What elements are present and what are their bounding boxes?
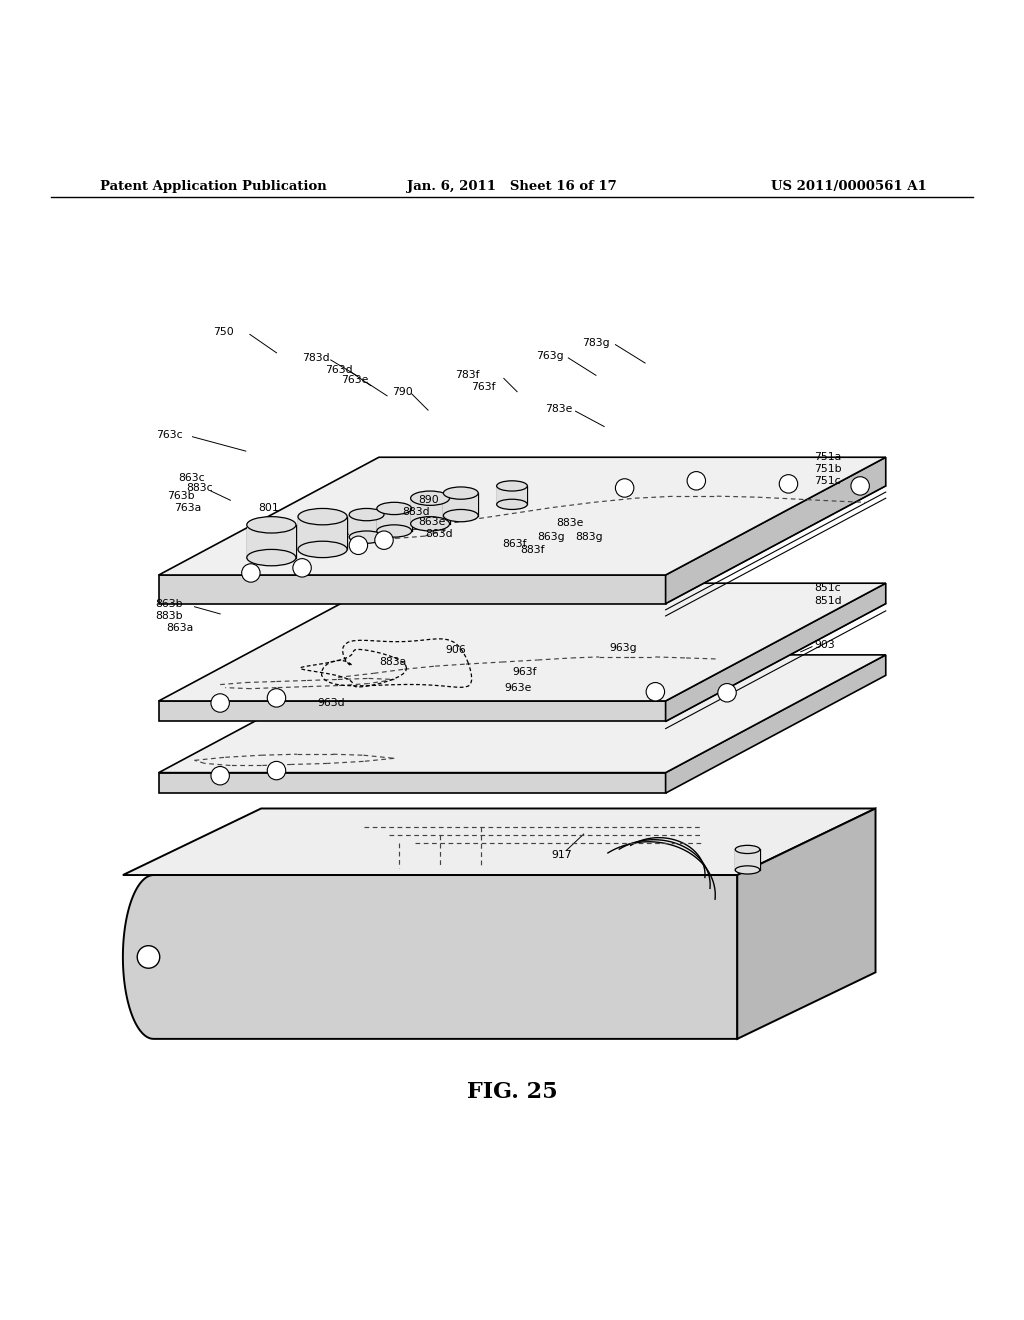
Polygon shape xyxy=(411,498,450,524)
Text: 851c: 851c xyxy=(814,583,841,593)
Text: 917: 917 xyxy=(551,850,571,859)
Ellipse shape xyxy=(298,508,347,525)
Text: 751b: 751b xyxy=(814,463,842,474)
Polygon shape xyxy=(735,850,760,870)
Text: 863d: 863d xyxy=(425,529,453,539)
Polygon shape xyxy=(666,583,886,722)
Text: 863a: 863a xyxy=(166,623,194,634)
Polygon shape xyxy=(443,494,478,516)
Text: 883f: 883f xyxy=(520,545,545,556)
Text: 750: 750 xyxy=(213,327,233,338)
Text: Patent Application Publication: Patent Application Publication xyxy=(100,181,327,194)
Text: 790: 790 xyxy=(392,387,413,397)
Polygon shape xyxy=(349,515,384,537)
Text: 763d: 763d xyxy=(325,366,352,375)
Text: 751a: 751a xyxy=(814,453,842,462)
Polygon shape xyxy=(497,486,527,504)
Text: 801: 801 xyxy=(258,503,279,513)
Ellipse shape xyxy=(497,499,527,510)
Ellipse shape xyxy=(735,845,760,854)
Polygon shape xyxy=(666,655,886,793)
Ellipse shape xyxy=(349,508,384,520)
Text: 890: 890 xyxy=(418,495,438,506)
Ellipse shape xyxy=(735,866,760,874)
Circle shape xyxy=(267,762,286,780)
Circle shape xyxy=(375,531,393,549)
Text: 783g: 783g xyxy=(582,338,609,347)
Text: 863c: 863c xyxy=(178,473,205,483)
Circle shape xyxy=(349,536,368,554)
Text: 863g: 863g xyxy=(538,532,565,543)
Circle shape xyxy=(267,689,286,708)
Text: 751c: 751c xyxy=(814,475,841,486)
Polygon shape xyxy=(247,525,296,557)
Ellipse shape xyxy=(298,541,347,557)
Ellipse shape xyxy=(349,531,384,544)
Ellipse shape xyxy=(377,525,412,537)
Text: 883e: 883e xyxy=(556,517,584,528)
Polygon shape xyxy=(159,655,886,772)
Ellipse shape xyxy=(411,516,450,531)
Polygon shape xyxy=(666,457,886,603)
Text: 783e: 783e xyxy=(545,404,572,414)
Polygon shape xyxy=(159,583,886,701)
Ellipse shape xyxy=(443,510,478,521)
Polygon shape xyxy=(737,808,876,1039)
Text: 963e: 963e xyxy=(505,682,532,693)
Text: 883a: 883a xyxy=(379,657,407,667)
Circle shape xyxy=(211,767,229,785)
Text: 763e: 763e xyxy=(341,375,369,385)
Polygon shape xyxy=(159,772,666,793)
Ellipse shape xyxy=(411,491,450,506)
Ellipse shape xyxy=(443,487,478,499)
Polygon shape xyxy=(123,875,737,1039)
Ellipse shape xyxy=(247,549,296,566)
Text: 963d: 963d xyxy=(317,698,345,708)
Text: 863b: 863b xyxy=(156,599,183,609)
Text: 963g: 963g xyxy=(609,643,637,652)
Circle shape xyxy=(293,558,311,577)
Circle shape xyxy=(242,564,260,582)
Ellipse shape xyxy=(497,480,527,491)
Text: 763a: 763a xyxy=(174,503,202,513)
Text: 851d: 851d xyxy=(814,595,842,606)
Text: 883c: 883c xyxy=(186,483,213,492)
Polygon shape xyxy=(159,457,886,576)
Text: 763g: 763g xyxy=(537,351,564,360)
Text: 903: 903 xyxy=(814,640,835,649)
Circle shape xyxy=(646,682,665,701)
Text: 763c: 763c xyxy=(156,430,182,440)
Text: 863f: 863f xyxy=(502,540,526,549)
Text: FIG. 25: FIG. 25 xyxy=(467,1081,557,1104)
Polygon shape xyxy=(298,516,347,549)
Text: 883g: 883g xyxy=(575,532,603,543)
Text: Jan. 6, 2011   Sheet 16 of 17: Jan. 6, 2011 Sheet 16 of 17 xyxy=(408,181,616,194)
Text: 783f: 783f xyxy=(455,371,479,380)
Polygon shape xyxy=(159,576,666,603)
Ellipse shape xyxy=(377,503,412,515)
Polygon shape xyxy=(123,808,876,875)
Text: 963f: 963f xyxy=(512,668,537,677)
Circle shape xyxy=(137,945,160,969)
Circle shape xyxy=(718,684,736,702)
Circle shape xyxy=(687,471,706,490)
Circle shape xyxy=(211,694,229,713)
Polygon shape xyxy=(377,508,412,531)
Text: 883b: 883b xyxy=(156,611,183,620)
Circle shape xyxy=(851,477,869,495)
Text: 763f: 763f xyxy=(471,381,496,392)
Text: 863e: 863e xyxy=(418,516,445,527)
Text: 883d: 883d xyxy=(402,507,430,516)
Text: US 2011/0000561 A1: US 2011/0000561 A1 xyxy=(771,181,927,194)
Text: 783d: 783d xyxy=(302,352,330,363)
Polygon shape xyxy=(159,701,666,722)
Circle shape xyxy=(615,479,634,498)
Circle shape xyxy=(779,475,798,494)
Text: 906: 906 xyxy=(445,644,466,655)
Ellipse shape xyxy=(247,516,296,533)
Text: 763b: 763b xyxy=(167,491,195,502)
